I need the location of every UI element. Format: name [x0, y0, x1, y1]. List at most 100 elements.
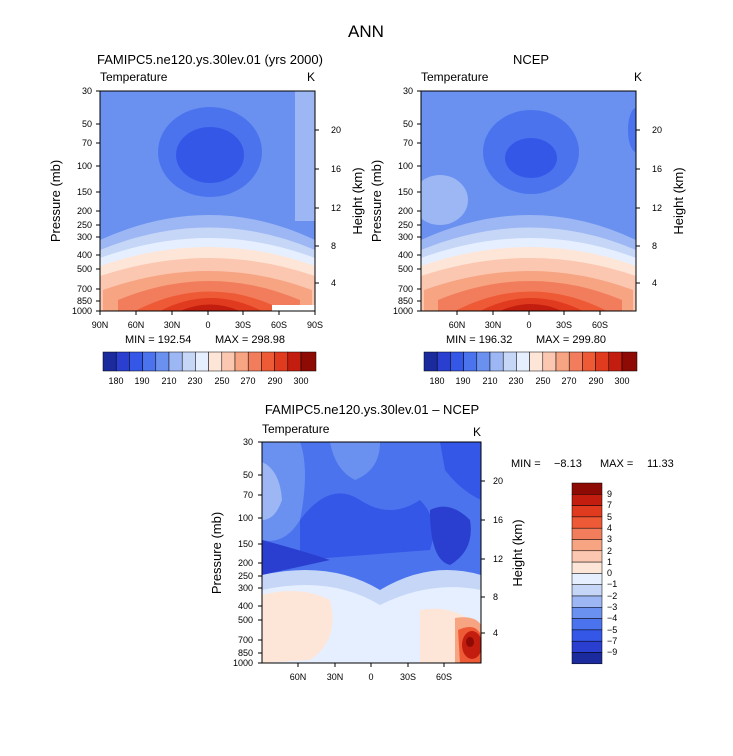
- pressure-tick: 30: [243, 437, 253, 447]
- pressure-tick: 1000: [233, 658, 253, 668]
- height-tick: 12: [493, 554, 503, 564]
- colorbar-swatch: [502, 351, 517, 372]
- x-tick: 0: [368, 672, 373, 682]
- colorbar-label: 230: [508, 376, 523, 386]
- panel-difference-min-label: MIN =: [511, 458, 541, 470]
- colorbar-swatch: [463, 351, 478, 372]
- panel-difference-variable: Temperature: [262, 422, 330, 436]
- height-tick: 16: [331, 164, 341, 174]
- colorbar-swatch: [115, 351, 130, 372]
- colorbar-swatch: [129, 351, 143, 372]
- colorbar-swatch: [247, 351, 262, 372]
- height-tick: 4: [652, 278, 657, 288]
- pressure-tick: 400: [238, 601, 253, 611]
- pressure-tick: 200: [77, 206, 92, 216]
- colorbar-label: 4: [607, 523, 612, 533]
- x-tick: 0: [205, 320, 210, 330]
- pressure-tick: 70: [243, 490, 253, 500]
- pressure-tick: 70: [403, 138, 413, 148]
- colorbar-label: 1: [607, 557, 612, 567]
- colorbar-label: −4: [607, 613, 617, 623]
- colorbar-swatch: [571, 595, 603, 608]
- pressure-tick: 700: [238, 635, 253, 645]
- colorbar-label: 290: [588, 376, 603, 386]
- pressure-tick: 100: [398, 161, 413, 171]
- panel-ncep-variable: Temperature: [421, 70, 489, 84]
- pressure-tick: 400: [77, 250, 92, 260]
- x-tick: 90S: [307, 320, 323, 330]
- panel-ncep: NCEP Temperature K: [369, 52, 686, 386]
- pressure-tick: 850: [77, 296, 92, 306]
- pressure-tick: 500: [398, 264, 413, 274]
- height-tick: 20: [652, 125, 662, 135]
- pressure-tick: 500: [77, 264, 92, 274]
- colorbar-label: 190: [455, 376, 470, 386]
- colorbar-swatch: [287, 351, 302, 372]
- colorbar-swatch: [516, 351, 530, 372]
- panel-ncep-pressure-axis: 30 50 70 100 150 200 250 300 400 500 700…: [393, 86, 421, 316]
- colorbar-swatch: [195, 351, 209, 372]
- pressure-tick: 200: [398, 206, 413, 216]
- height-tick: 8: [331, 241, 336, 251]
- colorbar-swatch: [274, 351, 289, 372]
- pressure-tick: 300: [238, 583, 253, 593]
- panel-ncep-min: MIN = 196.32: [446, 334, 512, 346]
- pressure-tick: 150: [238, 539, 253, 549]
- pressure-tick: 50: [403, 119, 413, 129]
- panel-difference-height-axis: 20 16 12 8 4: [481, 476, 503, 638]
- colorbar-label: −7: [607, 636, 617, 646]
- panel-ncep-ylabel: Pressure (mb): [369, 160, 384, 242]
- pressure-tick: 1000: [393, 306, 413, 316]
- colorbar-label: 290: [267, 376, 282, 386]
- panel-ncep-unit: K: [634, 70, 642, 84]
- pressure-tick: 850: [238, 648, 253, 658]
- colorbar-swatch: [450, 351, 464, 372]
- colorbar-label: 270: [561, 376, 576, 386]
- panel-ncep-x-axis: 60N 30N 0 30S 60S: [449, 311, 608, 330]
- panel-ncep-height-axis: 20 16 12 8 4: [636, 125, 662, 288]
- panel-difference-pressure-axis: 30 50 70 100 150 200 250 300 400 500 700…: [233, 437, 262, 668]
- colorbar-label: 250: [535, 376, 550, 386]
- panel-ncep-y2label: Height (km): [671, 167, 686, 234]
- panel-difference-colorbar: 9 7 5 4 3 2 1 0 −1 −2 −3 −4 −5 −7 −9: [571, 482, 617, 665]
- panel-model: FAMIPC5.ne120.ys.30lev.01 (yrs 2000) Tem…: [48, 52, 365, 386]
- pressure-tick: 50: [82, 119, 92, 129]
- panel-model-y2label: Height (km): [350, 167, 365, 234]
- colorbar-label: 180: [429, 376, 444, 386]
- colorbar-swatch: [571, 652, 603, 665]
- panel-difference-max-value: 11.33: [647, 458, 674, 470]
- colorbar-swatch: [582, 351, 596, 372]
- pressure-tick: 200: [238, 558, 253, 568]
- panel-difference-x-axis: 60N 30N 0 30S 60S: [290, 663, 452, 682]
- x-tick: 30N: [164, 320, 181, 330]
- colorbar-swatch: [571, 527, 603, 540]
- colorbar-swatch: [571, 539, 603, 552]
- colorbar-label: −2: [607, 591, 617, 601]
- colorbar-swatch: [571, 561, 603, 574]
- pressure-tick: 400: [398, 250, 413, 260]
- colorbar-swatch: [300, 351, 317, 372]
- colorbar-swatch: [555, 351, 570, 372]
- pressure-tick: 150: [77, 187, 92, 197]
- panel-ncep-max: MAX = 299.80: [536, 334, 606, 346]
- panel-model-field: [100, 91, 315, 311]
- pressure-tick: 250: [77, 220, 92, 230]
- panel-model-x-axis: 90N 60N 30N 0 30S 60S 90S: [92, 311, 323, 330]
- colorbar-swatch: [234, 351, 249, 372]
- colorbar-swatch: [476, 351, 491, 372]
- panel-difference-ylabel: Pressure (mb): [209, 512, 224, 594]
- colorbar-swatch: [423, 351, 438, 372]
- height-tick: 16: [652, 164, 662, 174]
- x-tick: 30S: [556, 320, 572, 330]
- colorbar-swatch: [595, 351, 610, 372]
- colorbar-swatch: [181, 351, 196, 372]
- pressure-tick: 100: [238, 513, 253, 523]
- colorbar-label: 0: [607, 568, 612, 578]
- x-tick: 60N: [290, 672, 307, 682]
- x-tick: 30S: [235, 320, 251, 330]
- panel-ncep-title: NCEP: [513, 52, 549, 67]
- panel-difference-unit: K: [473, 425, 481, 439]
- panel-model-variable: Temperature: [100, 70, 168, 84]
- pressure-tick: 700: [77, 284, 92, 294]
